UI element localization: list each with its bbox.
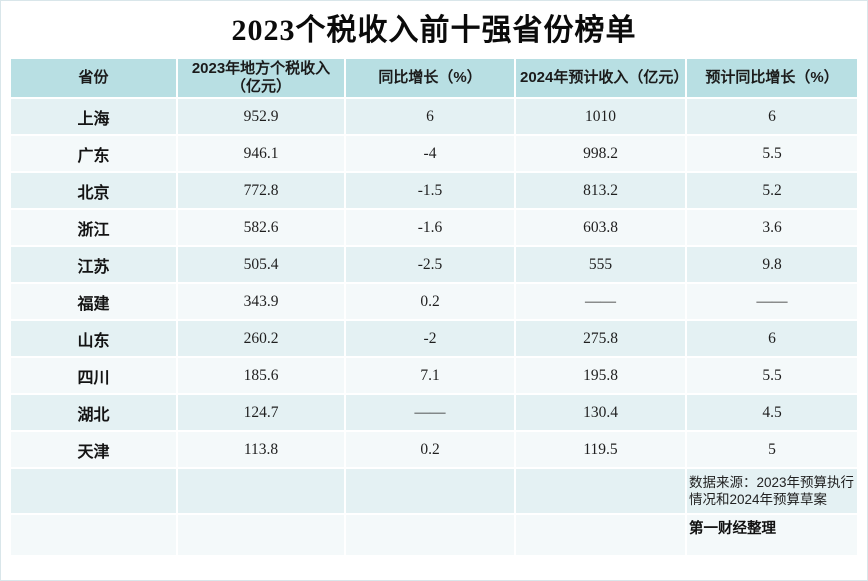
tax-2023-value: 952.9 <box>178 99 344 134</box>
forecast-2024-value: 130.4 <box>516 395 685 430</box>
header-yoy-growth: 同比增长（%） <box>346 59 514 97</box>
forecast-yoy-value: 5.5 <box>687 358 857 393</box>
empty-cell <box>346 515 514 555</box>
header-row: 省份 2023年地方个税收入（亿元） 同比增长（%） 2024年预计收入（亿元）… <box>11 59 857 97</box>
yoy-growth-value: -1.5 <box>346 173 514 208</box>
empty-cell <box>11 469 176 513</box>
yoy-growth-value: 0.2 <box>346 432 514 467</box>
table-row: 福建 343.9 0.2 —— —— <box>11 284 857 319</box>
tax-2023-value: 113.8 <box>178 432 344 467</box>
credit-note: 第一财经整理 <box>687 515 857 555</box>
forecast-yoy-value: 6 <box>687 321 857 356</box>
table-row: 数据来源：2023年预算执行情况和2024年预算草案 <box>11 469 857 513</box>
forecast-yoy-value: 5.2 <box>687 173 857 208</box>
table-row: 山东 260.2 -2 275.8 6 <box>11 321 857 356</box>
empty-cell <box>346 469 514 513</box>
source-note: 数据来源：2023年预算执行情况和2024年预算草案 <box>687 469 857 513</box>
forecast-yoy-value: 5 <box>687 432 857 467</box>
table-row: 江苏 505.4 -2.5 555 9.8 <box>11 247 857 282</box>
tax-2023-value: 124.7 <box>178 395 344 430</box>
province-name: 广东 <box>11 136 176 171</box>
table-row: 天津 113.8 0.2 119.5 5 <box>11 432 857 467</box>
province-name: 北京 <box>11 173 176 208</box>
table-row: 北京 772.8 -1.5 813.2 5.2 <box>11 173 857 208</box>
province-name: 上海 <box>11 99 176 134</box>
yoy-growth-value: -2.5 <box>346 247 514 282</box>
province-name: 江苏 <box>11 247 176 282</box>
header-forecast-yoy: 预计同比增长（%） <box>687 59 857 97</box>
tax-2023-value: 343.9 <box>178 284 344 319</box>
tax-2023-value: 772.8 <box>178 173 344 208</box>
empty-cell <box>178 469 344 513</box>
infographic-page: 2023个税收入前十强省份榜单 省份 2023年地方个税收入（亿元） 同比增长（… <box>1 11 867 557</box>
forecast-yoy-value: —— <box>687 284 857 319</box>
table-row: 第一财经整理 <box>11 515 857 555</box>
table-row: 广东 946.1 -4 998.2 5.5 <box>11 136 857 171</box>
yoy-growth-value: —— <box>346 395 514 430</box>
yoy-growth-value: 6 <box>346 99 514 134</box>
table-row: 上海 952.9 6 1010 6 <box>11 99 857 134</box>
forecast-2024-value: 813.2 <box>516 173 685 208</box>
empty-cell <box>178 515 344 555</box>
forecast-2024-value: —— <box>516 284 685 319</box>
province-name: 山东 <box>11 321 176 356</box>
forecast-yoy-value: 5.5 <box>687 136 857 171</box>
forecast-2024-value: 1010 <box>516 99 685 134</box>
tax-2023-value: 505.4 <box>178 247 344 282</box>
yoy-growth-value: 7.1 <box>346 358 514 393</box>
header-tax-2023: 2023年地方个税收入（亿元） <box>178 59 344 97</box>
forecast-2024-value: 275.8 <box>516 321 685 356</box>
province-name: 浙江 <box>11 210 176 245</box>
table-row: 四川 185.6 7.1 195.8 5.5 <box>11 358 857 393</box>
forecast-yoy-value: 6 <box>687 99 857 134</box>
page-title: 2023个税收入前十强省份榜单 <box>231 14 637 47</box>
forecast-2024-value: 998.2 <box>516 136 685 171</box>
province-name: 福建 <box>11 284 176 319</box>
yoy-growth-value: -1.6 <box>346 210 514 245</box>
forecast-2024-value: 119.5 <box>516 432 685 467</box>
yoy-growth-value: -2 <box>346 321 514 356</box>
tax-2023-value: 946.1 <box>178 136 344 171</box>
tax-2023-value: 185.6 <box>178 358 344 393</box>
tax-2023-value: 582.6 <box>178 210 344 245</box>
empty-cell <box>11 515 176 555</box>
yoy-growth-value: -4 <box>346 136 514 171</box>
table-row: 浙江 582.6 -1.6 603.8 3.6 <box>11 210 857 245</box>
forecast-2024-value: 603.8 <box>516 210 685 245</box>
header-forecast-2024: 2024年预计收入（亿元） <box>516 59 688 97</box>
table-row: 湖北 124.7 —— 130.4 4.5 <box>11 395 857 430</box>
empty-cell <box>516 469 685 513</box>
header-province: 省份 <box>11 59 176 97</box>
yoy-growth-value: 0.2 <box>346 284 514 319</box>
province-name: 天津 <box>11 432 176 467</box>
province-name: 四川 <box>11 358 176 393</box>
forecast-yoy-value: 3.6 <box>687 210 857 245</box>
province-name: 湖北 <box>11 395 176 430</box>
forecast-yoy-value: 9.8 <box>687 247 857 282</box>
tax-ranking-table: 省份 2023年地方个税收入（亿元） 同比增长（%） 2024年预计收入（亿元）… <box>9 57 859 557</box>
forecast-2024-value: 195.8 <box>516 358 685 393</box>
forecast-yoy-value: 4.5 <box>687 395 857 430</box>
forecast-2024-value: 555 <box>516 247 685 282</box>
tax-2023-value: 260.2 <box>178 321 344 356</box>
empty-cell <box>516 515 685 555</box>
